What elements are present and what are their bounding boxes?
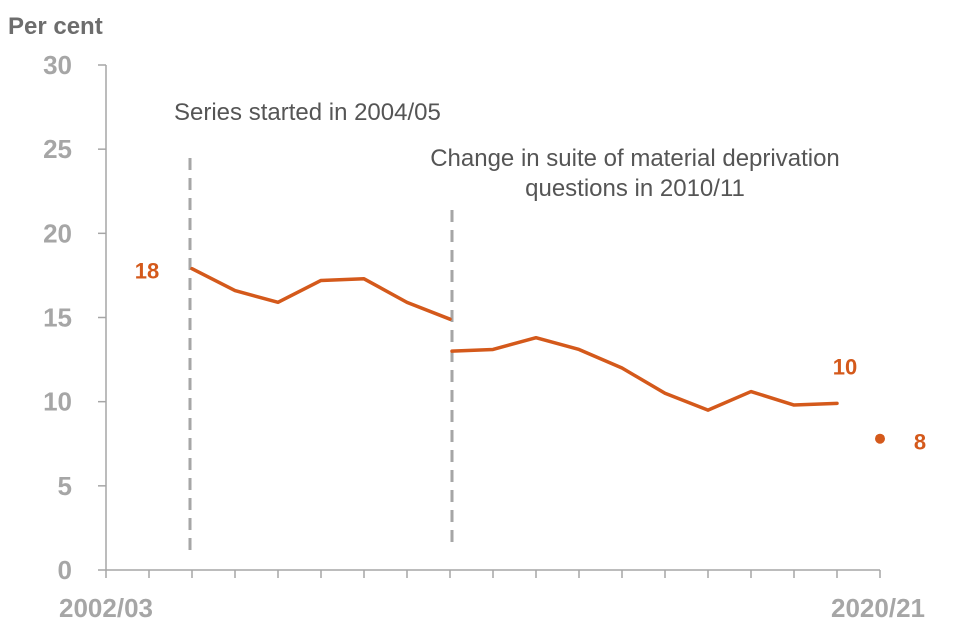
y-tick-label: 0 (58, 555, 72, 585)
y-tick-label: 15 (43, 303, 72, 333)
data-label: 8 (914, 430, 926, 455)
series-line-new_suite (450, 335, 839, 412)
y-axis: 0 5 10 15 20 25 30 (43, 50, 107, 585)
y-tick-label: 25 (43, 134, 72, 164)
y-tick-label: 30 (43, 50, 72, 80)
annotation-suite-change-line2: questions in 2010/11 (525, 175, 745, 202)
series-group (190, 266, 885, 444)
data-point-point_2020_21 (875, 433, 885, 444)
x-tick-label-first: 2002/03 (59, 593, 153, 623)
series-line-old_suite (190, 266, 452, 321)
data-label: 10 (833, 354, 857, 379)
y-tick-label: 5 (58, 471, 72, 501)
y-tick-label: 10 (43, 387, 72, 417)
annotation-suite-change-line1: Change in suite of material deprivation (430, 145, 840, 172)
y-axis-title: Per cent (8, 13, 103, 40)
data-label: 18 (135, 259, 159, 284)
x-tick-label-last: 2020/21 (831, 593, 925, 623)
x-axis: 2002/03 2020/21 (59, 569, 925, 623)
data-labels: 18 10 8 (135, 259, 926, 455)
reference-lines: Series started in 2004/05 Change in suite… (174, 99, 840, 550)
annotation-series-start: Series started in 2004/05 (174, 99, 441, 126)
y-tick-label: 20 (43, 218, 72, 248)
